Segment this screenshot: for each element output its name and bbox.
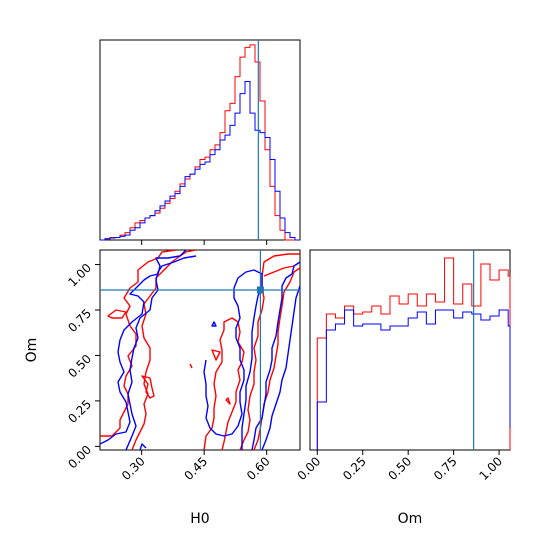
om-hist-series-1 [316, 309, 511, 450]
h0-hist-frame [99, 39, 301, 241]
om-hist-series-0 [316, 257, 511, 450]
red-contour-2 [107, 309, 127, 319]
blue-contour-5 [251, 261, 300, 450]
red-contour-6 [225, 397, 231, 405]
red-contour-7 [239, 253, 300, 450]
red-contour-5 [211, 349, 221, 361]
blue-contour-6 [261, 285, 300, 450]
red-contour-0 [100, 250, 177, 437]
blue-contour-3 [203, 269, 263, 450]
h0-hist-series-1 [100, 80, 300, 241]
om-histogram [316, 250, 511, 450]
y-axis-label-om: Om [24, 338, 40, 363]
contour-truth-marker [256, 286, 264, 294]
red-contour-10 [189, 363, 193, 369]
red-contour-3 [141, 375, 155, 399]
x-axis-label-h0: H0 [190, 511, 209, 527]
contour-frame [99, 249, 301, 451]
h0-histogram [100, 40, 300, 245]
blue-contour-4 [211, 321, 217, 327]
blue-contour-2 [139, 443, 147, 450]
red-contour-9 [263, 265, 295, 277]
contour-lines [100, 250, 300, 450]
red-contour-4 [203, 317, 245, 450]
x-axis-label-om: Om [398, 511, 423, 527]
contour-panel [100, 250, 300, 450]
red-contour-8 [253, 267, 300, 450]
red-contour-1 [131, 250, 197, 450]
blue-contour-1 [125, 255, 197, 450]
